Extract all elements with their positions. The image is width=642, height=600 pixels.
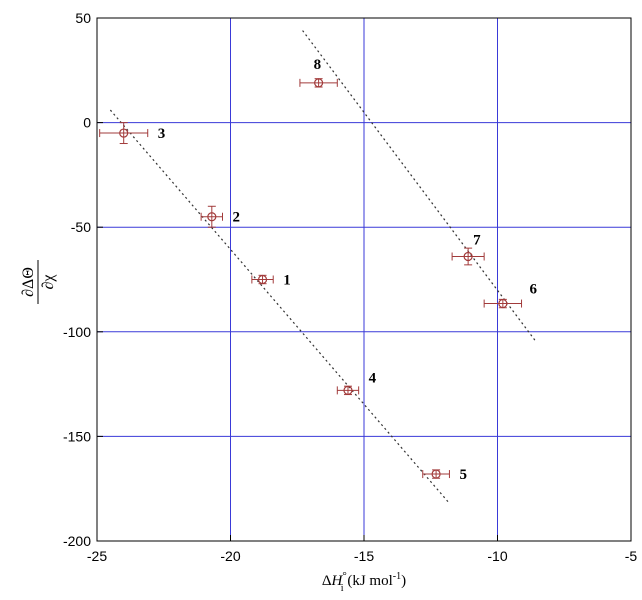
y-tick-label: 50 [75, 10, 91, 26]
y-tick-label: 0 [83, 115, 91, 131]
data-point-3: 3 [99, 122, 166, 145]
data-point-label: 3 [158, 126, 166, 142]
data-point-label: 5 [459, 467, 467, 483]
y-tick-label: -200 [63, 533, 91, 549]
grid-layer [96, 17, 632, 542]
data-point-label: 1 [283, 273, 291, 289]
tick-labels: -25 -20 -15 -10 -5 50 0 -50 -100 -150 -200 [63, 10, 637, 564]
data-marker [257, 274, 268, 285]
fit-line [109, 109, 450, 504]
y-tick-label: -100 [63, 324, 91, 340]
data-point-label: 8 [314, 57, 322, 73]
x-axis-label-units: (kJ mol [344, 573, 393, 589]
x-axis-label-symbol: H [331, 573, 344, 589]
x-tick-label: -15 [354, 548, 374, 564]
x-axis-label-prefix: Δ [322, 573, 332, 589]
data-marker [314, 78, 324, 88]
data-points: 1 2 3 4 5 6 7 8 [99, 57, 538, 483]
data-point-label: 4 [369, 370, 377, 386]
x-axis-label-degree: ° [342, 570, 346, 582]
data-marker [498, 298, 508, 309]
x-tick-label: -25 [87, 548, 107, 564]
y-axis-label-numerator: ∂ΔΘ [20, 267, 37, 297]
x-axis-label-units-close: ) [401, 573, 406, 589]
y-axis-label: ∂ΔΘ ∂χ [20, 260, 57, 304]
data-point-label: 2 [232, 210, 240, 226]
x-tick-label: -10 [487, 548, 507, 564]
data-point-label: 7 [473, 232, 481, 248]
data-marker [119, 128, 129, 138]
plot-frame [96, 17, 632, 542]
y-axis-label-denominator: ∂χ [40, 274, 57, 290]
data-marker [463, 251, 473, 262]
fit-lines [109, 30, 536, 504]
x-axis-label-subscript: i [341, 583, 344, 594]
data-marker [431, 469, 441, 479]
data-point-5: 5 [422, 467, 467, 483]
data-point-1: 1 [251, 273, 291, 289]
y-tick-label: -50 [71, 219, 91, 235]
x-axis-label-units-exp: -1 [393, 571, 401, 582]
data-point-7: 7 [451, 232, 485, 266]
fit-line [302, 30, 536, 341]
y-tick-label: -150 [63, 428, 91, 444]
data-marker [343, 385, 353, 395]
data-point-8: 8 [299, 57, 338, 88]
x-tick-label: -5 [625, 548, 638, 564]
data-point-4: 4 [336, 370, 377, 396]
data-point-2: 2 [200, 205, 240, 228]
data-marker [207, 212, 217, 222]
data-point-6: 6 [483, 282, 538, 309]
data-point-label: 6 [530, 282, 538, 298]
x-axis-label: ΔH° i (kJ mol-1) [322, 570, 406, 594]
x-tick-label: -20 [220, 548, 240, 564]
